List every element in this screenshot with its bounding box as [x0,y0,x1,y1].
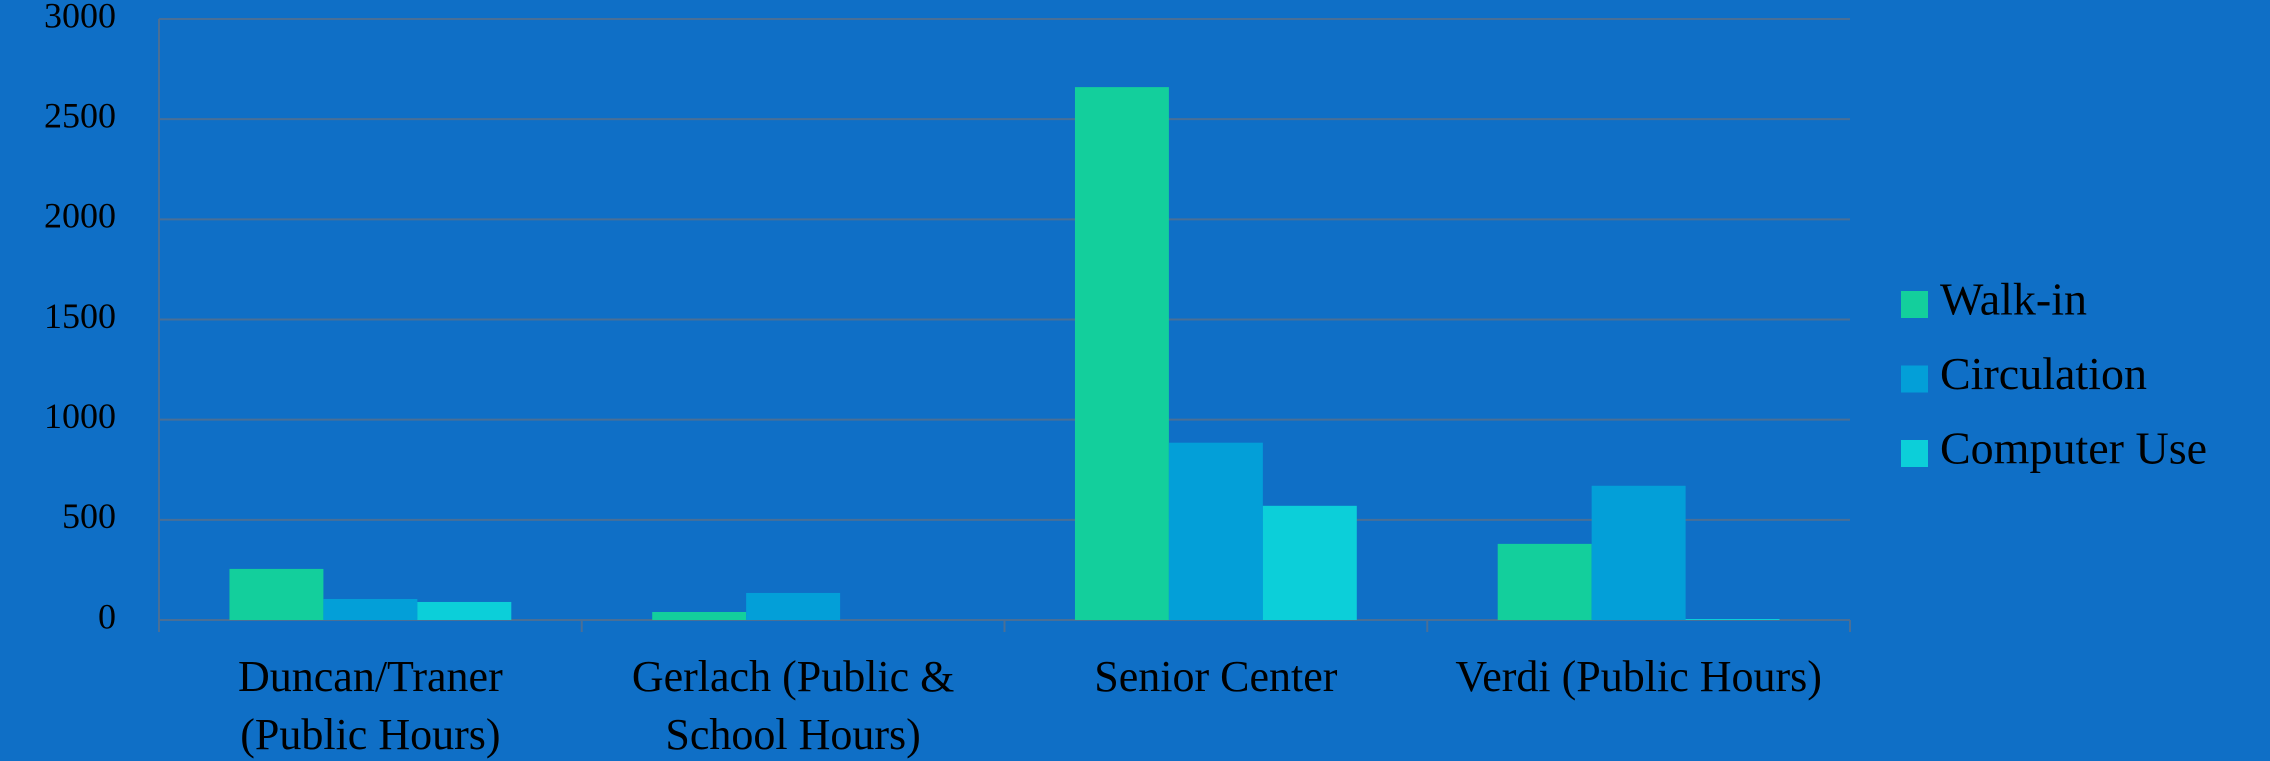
bar [746,592,841,620]
bar [417,601,512,620]
legend-label: Walk-in [1940,274,2087,325]
legend-label: Circulation [1940,348,2147,399]
bar [323,598,418,620]
y-tick-label: 2500 [44,95,116,135]
y-tick-label: 3000 [44,0,116,35]
bar [1685,618,1780,620]
bar [1262,505,1357,620]
y-tick-label: 0 [98,596,116,636]
x-tick-label: Senior Center [1094,652,1338,701]
bar [652,611,747,620]
bar [1168,442,1263,620]
y-tick-label: 1500 [44,296,116,336]
bar [1074,87,1169,620]
legend-swatch [1901,365,1928,393]
bar [229,568,324,620]
x-tick-label: Verdi (Public Hours) [1455,652,1822,701]
y-tick-label: 1000 [44,396,116,436]
bar [1591,485,1686,620]
legend-label: Computer Use [1940,423,2207,474]
legend-swatch [1901,291,1928,318]
x-tick-label: Duncan/Traner (Public Hours) [237,652,503,759]
y-tick-label: 2000 [44,196,116,236]
y-tick-label: 500 [62,496,116,536]
legend-swatch [1901,440,1928,467]
bar [1497,543,1592,620]
x-tick-label: Gerlach (Public & School Hours) [631,652,955,759]
